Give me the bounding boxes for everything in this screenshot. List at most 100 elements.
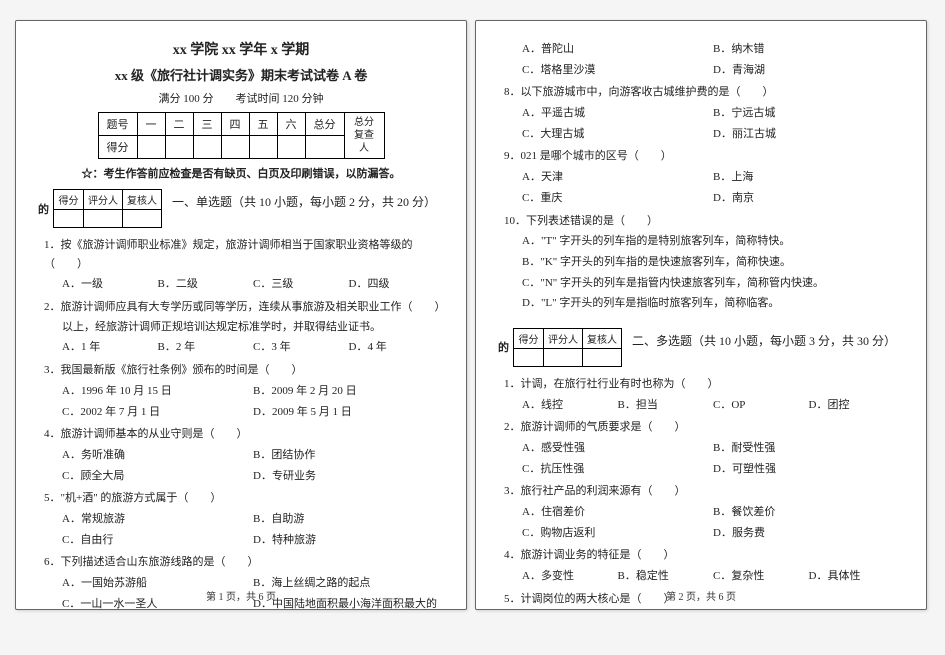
q1-a: A．一级 [62, 274, 158, 295]
q10-a: A．"T" 字开头的列车指的是特别旅客列车，简称特快。 [522, 231, 904, 252]
th-7: 总分 [305, 113, 344, 136]
q4-c: C．顾全大局 [62, 466, 253, 487]
mq2-stem: 2．旅游计调师的气质要求是（ ） [504, 418, 904, 437]
q2-stem: 2．旅游计调师应具有大专学历或同等学历，连续从事旅游及相关职业工作（ ） [44, 298, 444, 317]
th-0: 题号 [98, 113, 137, 136]
mt-h2: 评分人 [84, 190, 123, 210]
q8-a: A．平遥古城 [522, 103, 713, 124]
section2-row: 的 得分 评分人 复核人 二、多选题（共 10 小题，每小题 3 分，共 30 … [498, 328, 904, 367]
page-container: xx 学院 xx 学年 x 学期 xx 级《旅行社计调实务》期末考试试卷 A 卷… [0, 0, 945, 620]
side-label-2: 的 [498, 339, 509, 355]
mt-h3: 复核人 [123, 190, 162, 210]
q9-stem: 9．021 是哪个城市的区号（ ） [504, 147, 904, 166]
q7-b: B．纳木错 [713, 39, 904, 60]
mq3: 3．旅行社产品的利润来源有（ ） A．住宿差价 B．餐饮差价 C．购物店返利 D… [498, 482, 904, 543]
side-label-1: 的 [38, 201, 49, 217]
mq4: 4．旅游计调业务的特征是（ ） A．多变性 B．稳定性 C．复杂性 D．具体性 [498, 546, 904, 586]
th-5: 五 [249, 113, 277, 136]
th-8: 总分复查人 [344, 113, 384, 159]
mq2-a: A．感受性强 [522, 438, 713, 459]
mq4-c: C．复杂性 [713, 566, 809, 587]
mq1-c: C．OP [713, 395, 809, 416]
th-2: 二 [165, 113, 193, 136]
q7-d: D．青海湖 [713, 60, 904, 81]
mq1-a: A．线控 [522, 395, 618, 416]
q10-c: C．"N" 字开头的列车是指管内快速旅客列车，简称管内快速。 [522, 273, 904, 294]
q9-b: B．上海 [713, 167, 904, 188]
mq1-stem: 1．计调，在旅行社行业有时也称为（ ） [504, 375, 904, 394]
q5-d: D．特种旅游 [253, 530, 444, 551]
q8-stem: 8．以下旅游城市中，向游客收古城维护费的是（ ） [504, 83, 904, 102]
th-1: 一 [137, 113, 165, 136]
section1-row: 的 得分 评分人 复核人 一、单选题（共 10 小题，每小题 2 分，共 20 … [38, 189, 444, 228]
q2-a: A．1 年 [62, 337, 158, 358]
q4-stem: 4．旅游计调师基本的从业守则是（ ） [44, 425, 444, 444]
q3: 3．我国最新版《旅行社条例》颁布的时间是（ ） A．1996 年 10 月 15… [38, 361, 444, 422]
mq2-b: B．耐受性强 [713, 438, 904, 459]
mini-table-1: 得分 评分人 复核人 [53, 189, 162, 228]
q8-c: C．大理古城 [522, 124, 713, 145]
mt-h1: 得分 [54, 190, 84, 210]
mq3-c: C．购物店返利 [522, 523, 713, 544]
q10-stem: 10．下列表述错误的是（ ） [504, 212, 904, 231]
mq1: 1．计调，在旅行社行业有时也称为（ ） A．线控 B．担当 C．OP D．团控 [498, 375, 904, 415]
th-4: 四 [221, 113, 249, 136]
q7-opts: A．普陀山 B．纳木错 C．塔格里沙漠 D．青海湖 [498, 39, 904, 80]
q3-a: A．1996 年 10 月 15 日 [62, 381, 253, 402]
q2: 2．旅游计调师应具有大专学历或同等学历，连续从事旅游及相关职业工作（ ） 以上，… [38, 298, 444, 358]
q2-b: B．2 年 [158, 337, 254, 358]
notice: ☆：考生作答前应检查是否有缺页、白页及印刷错误，以防漏答。 [38, 165, 444, 181]
row2-label: 得分 [98, 136, 137, 159]
q10-b: B．"K" 字开头的列车指的是快速旅客列车，简称快速。 [522, 252, 904, 273]
title-main: xx 学院 xx 学年 x 学期 [38, 39, 444, 59]
section2-title: 二、多选题（共 10 小题，每小题 3 分，共 30 分） [632, 332, 896, 349]
th-3: 三 [193, 113, 221, 136]
mq3-d: D．服务费 [713, 523, 904, 544]
q2-c: C．3 年 [253, 337, 349, 358]
q3-b: B．2009 年 2 月 20 日 [253, 381, 444, 402]
mq2: 2．旅游计调师的气质要求是（ ） A．感受性强 B．耐受性强 C．抗压性强 D．… [498, 418, 904, 479]
q1: 1．按《旅游计调师职业标准》规定，旅游计调师相当于国家职业资格等级的（ ） A．… [38, 236, 444, 295]
q9-d: D．南京 [713, 188, 904, 209]
q2-d: D．4 年 [349, 337, 445, 358]
title-sub: xx 级《旅行社计调实务》期末考试试卷 A 卷 [38, 65, 444, 84]
q7-c: C．塔格里沙漠 [522, 60, 713, 81]
title-meta: 满分 100 分 考试时间 120 分钟 [38, 90, 444, 106]
mt2-h1: 得分 [514, 328, 544, 348]
q3-d: D．2009 年 5 月 1 日 [253, 402, 444, 423]
q1-d: D．四级 [349, 274, 445, 295]
q3-c: C．2002 年 7 月 1 日 [62, 402, 253, 423]
mq4-a: A．多变性 [522, 566, 618, 587]
mq2-c: C．抗压性强 [522, 459, 713, 480]
q3-stem: 3．我国最新版《旅行社条例》颁布的时间是（ ） [44, 361, 444, 380]
mq1-b: B．担当 [618, 395, 714, 416]
page-1-foot: 第 1 页，共 6 页 [16, 588, 466, 603]
q10-d: D．"L" 字开头的列车是指临时旅客列车，简称临客。 [522, 293, 904, 314]
score-table: 题号 一 二 三 四 五 六 总分 总分复查人 得分 [98, 112, 385, 159]
mq3-stem: 3．旅行社产品的利润来源有（ ） [504, 482, 904, 501]
q5-a: A．常规旅游 [62, 509, 253, 530]
page-2: A．普陀山 B．纳木错 C．塔格里沙漠 D．青海湖 8．以下旅游城市中，向游客收… [475, 20, 927, 610]
q5-c: C．自由行 [62, 530, 253, 551]
q5-b: B．自助游 [253, 509, 444, 530]
q7-a: A．普陀山 [522, 39, 713, 60]
q8-d: D．丽江古城 [713, 124, 904, 145]
mt2-h3: 复核人 [583, 328, 622, 348]
q5-stem: 5．"机+酒" 的旅游方式属于（ ） [44, 489, 444, 508]
th-6: 六 [277, 113, 305, 136]
page-2-foot: 第 2 页，共 6 页 [476, 588, 926, 603]
q1-stem: 1．按《旅游计调师职业标准》规定，旅游计调师相当于国家职业资格等级的（ ） [44, 236, 444, 273]
page-1: xx 学院 xx 学年 x 学期 xx 级《旅行社计调实务》期末考试试卷 A 卷… [15, 20, 467, 610]
q1-c: C．三级 [253, 274, 349, 295]
q1-b: B．二级 [158, 274, 254, 295]
q4-b: B．团结协作 [253, 445, 444, 466]
q8: 8．以下旅游城市中，向游客收古城维护费的是（ ） A．平遥古城 B．宁远古城 C… [498, 83, 904, 144]
mq4-d: D．具体性 [809, 566, 905, 587]
mq2-d: D．可塑性强 [713, 459, 904, 480]
q8-b: B．宁远古城 [713, 103, 904, 124]
q9-a: A．天津 [522, 167, 713, 188]
q10: 10．下列表述错误的是（ ） A．"T" 字开头的列车指的是特别旅客列车，简称特… [498, 212, 904, 314]
mq4-stem: 4．旅游计调业务的特征是（ ） [504, 546, 904, 565]
q4-d: D．专研业务 [253, 466, 444, 487]
q4: 4．旅游计调师基本的从业守则是（ ） A．务听准确 B．团结协作 C．顾全大局 … [38, 425, 444, 486]
